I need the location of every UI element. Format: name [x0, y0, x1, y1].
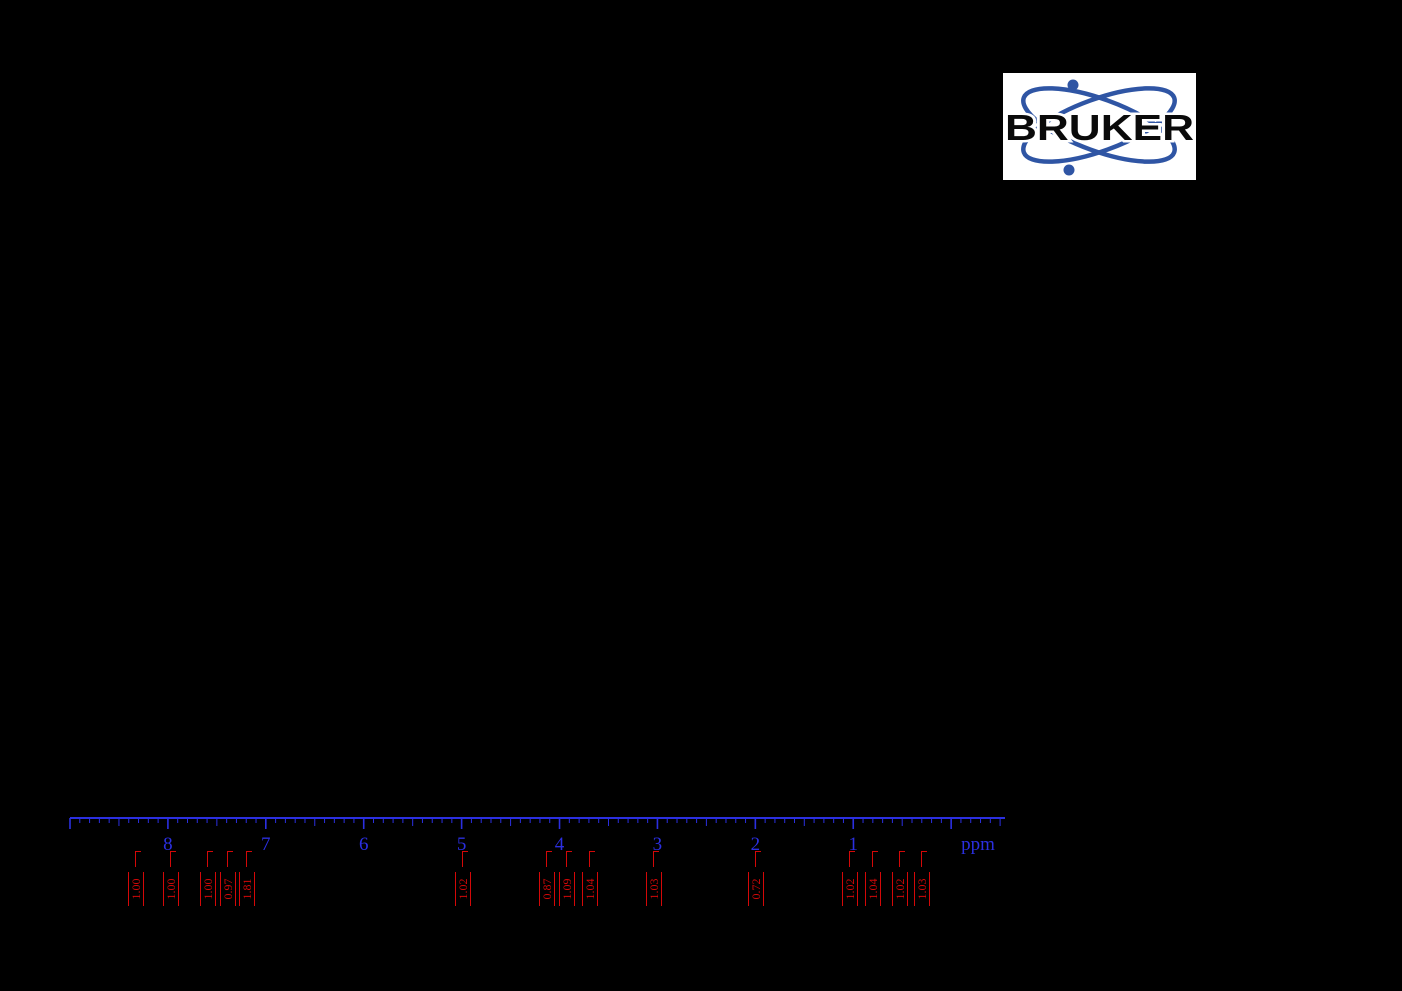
bruker-logo: BRUKER: [1003, 73, 1196, 180]
integral-marker: [207, 851, 214, 867]
integral-marker: [588, 851, 595, 867]
axis-tick-label: 7: [261, 834, 271, 855]
integral-marker: [169, 851, 176, 867]
orbit-ellipse: [1021, 86, 1177, 164]
orbit-ellipse: [1021, 86, 1177, 164]
axis-tick-label: 8: [163, 834, 173, 855]
bruker-logo-text: BRUKER: [1005, 107, 1194, 148]
integral-value: 1.03: [913, 872, 930, 906]
integral-value: 1.04: [864, 872, 881, 906]
axis-tick-label: 6: [359, 834, 369, 855]
integral-marker: [920, 851, 927, 867]
integral-marker: [755, 851, 762, 867]
integral-value: 1.81: [239, 872, 256, 906]
integral-value: 1.02: [892, 872, 909, 906]
integral-value: 0.72: [748, 872, 765, 906]
axis-tick-label: 2: [751, 834, 761, 855]
axis-tick-label: 4: [555, 834, 565, 855]
integral-value: 1.04: [581, 872, 598, 906]
integral-value: 1.00: [162, 872, 179, 906]
axis-tick-label: 1: [848, 834, 858, 855]
integral-value: 1.03: [646, 872, 663, 906]
integral-marker: [899, 851, 906, 867]
integral-marker: [226, 851, 233, 867]
integral-marker: [134, 851, 141, 867]
integral-marker: [871, 851, 878, 867]
axis-tick-label: 3: [653, 834, 663, 855]
integral-marker: [566, 851, 573, 867]
integral-value: 1.02: [454, 872, 471, 906]
axis-unit-label: ppm: [961, 834, 995, 855]
integral-marker: [653, 851, 660, 867]
bruker-orbits-icon: BRUKER: [1003, 79, 1196, 176]
orbit-dot: [1067, 79, 1079, 91]
integral-value: 0.87: [538, 872, 555, 906]
axis-tick-label: 5: [457, 834, 467, 855]
integral-value: 0.97: [219, 872, 236, 906]
integral-marker: [461, 851, 468, 867]
integral-value: 1.00: [127, 872, 144, 906]
integral-marker: [849, 851, 856, 867]
integral-value: 1.09: [559, 872, 576, 906]
integral-marker: [246, 851, 253, 867]
integral-marker: [545, 851, 552, 867]
orbit-dot: [1063, 164, 1075, 176]
integral-value: 1.02: [842, 872, 859, 906]
integral-value: 1.00: [200, 872, 217, 906]
